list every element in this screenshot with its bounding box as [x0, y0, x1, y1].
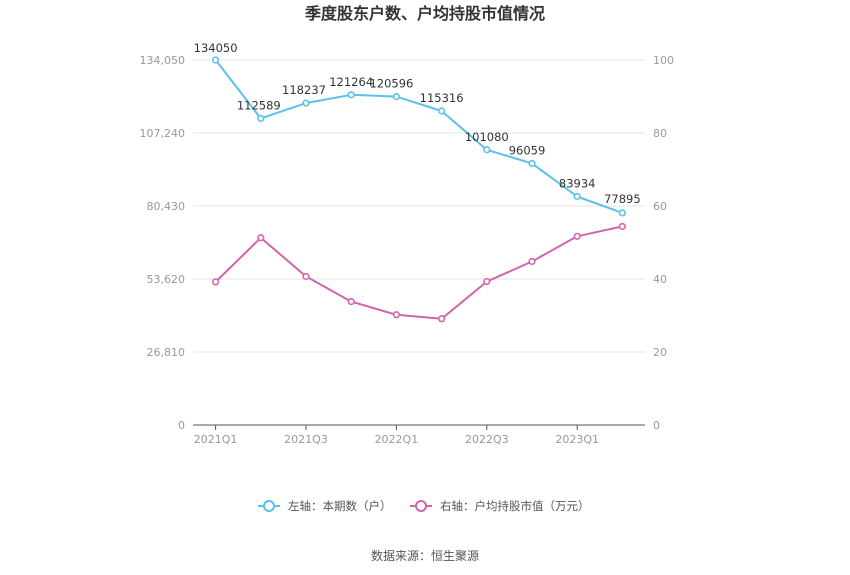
right-tick-label: 80 [653, 127, 667, 140]
data-point [528, 159, 536, 168]
chart-title: 季度股东户数、户均持股市值情况 [304, 4, 545, 23]
left-tick-label: 80,430 [147, 200, 186, 213]
data-point [618, 209, 627, 217]
right-tick-label: 0 [653, 419, 660, 432]
data-label: 112589 [237, 98, 281, 112]
right-tick-label: 20 [653, 346, 667, 359]
grid-lines [193, 59, 645, 353]
left-tick-label: 53,620 [147, 273, 186, 286]
legend[interactable]: 左轴：本期数（户） 右轴：户均持股市值（万元） [258, 499, 590, 513]
x-axis: 2021Q1 2021Q3 2022Q1 2022Q3 2023Q1 [193, 424, 645, 446]
data-label: 134050 [194, 41, 238, 55]
right-axis: 0 20 40 60 80 100 [653, 54, 674, 432]
left-tick-label: 26,810 [147, 346, 186, 359]
data-point [483, 146, 491, 154]
data-point [392, 311, 401, 319]
right-tick-label: 60 [653, 200, 667, 213]
x-tick-label: 2022Q3 [465, 433, 509, 446]
x-tick-label: 2021Q1 [194, 433, 238, 446]
legend-item-2[interactable]: 右轴：户均持股市值（万元） [410, 499, 590, 513]
data-point [257, 234, 265, 242]
data-point [302, 272, 310, 281]
data-point [212, 56, 220, 64]
x-tick-label: 2022Q1 [375, 433, 419, 446]
data-point [347, 91, 355, 99]
data-label: 118237 [282, 83, 326, 97]
legend-item-1[interactable]: 左轴：本期数（户） [258, 499, 392, 513]
data-point [212, 278, 220, 286]
data-point [302, 99, 310, 107]
data-label: 115316 [420, 91, 464, 105]
left-axis: 0 26,810 53,620 80,430 107,240 134,050 [140, 54, 186, 432]
x-tick-label: 2021Q3 [284, 433, 328, 446]
left-tick-label: 0 [178, 419, 185, 432]
data-point [347, 298, 355, 306]
legend-label: 右轴：户均持股市值（万元） [440, 499, 590, 513]
data-label: 101080 [465, 130, 509, 144]
data-label: 77895 [604, 192, 641, 206]
data-point [392, 93, 401, 101]
legend-label: 左轴：本期数（户） [288, 499, 392, 513]
data-point [618, 222, 627, 231]
data-point [573, 192, 581, 201]
data-point [528, 257, 536, 266]
series-line-2 [214, 225, 623, 320]
data-label: 120596 [369, 77, 413, 91]
legend-marker-icon [415, 500, 427, 512]
source-note: 数据来源：恒生聚源 [371, 548, 479, 563]
data-point [573, 232, 581, 240]
data-label: 83934 [559, 176, 596, 190]
data-point [438, 315, 446, 323]
data-label: 121264 [329, 75, 373, 89]
data-label: 96059 [509, 143, 546, 157]
data-point [257, 114, 265, 123]
left-tick-label: 107,240 [140, 127, 186, 140]
right-tick-label: 40 [653, 273, 667, 286]
series-line-1 [214, 59, 623, 214]
data-point [483, 277, 491, 286]
x-tick-label: 2023Q1 [555, 433, 599, 446]
legend-marker-icon [263, 500, 275, 512]
data-point [438, 107, 446, 115]
left-tick-label: 134,050 [140, 54, 186, 67]
right-tick-label: 100 [653, 54, 674, 67]
